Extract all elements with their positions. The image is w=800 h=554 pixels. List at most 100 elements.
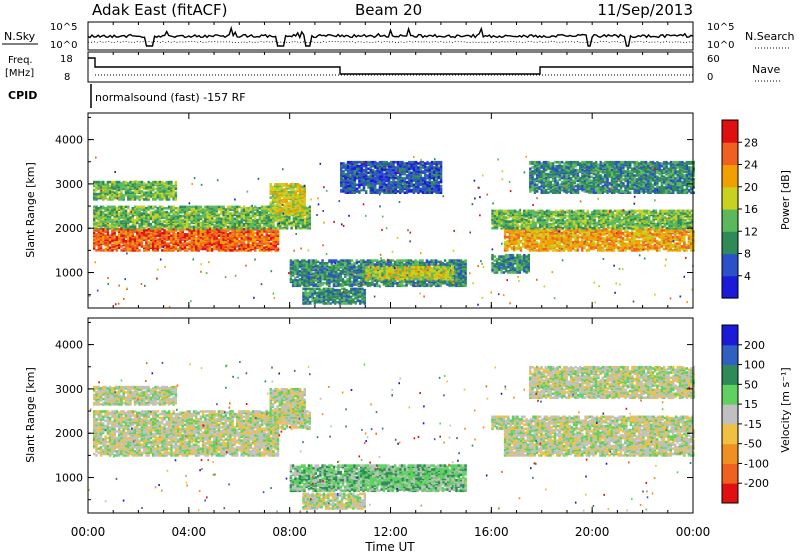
colorbar-tick-label: -15: [744, 418, 762, 431]
data-region: [503, 428, 695, 457]
colorbar-swatch: [722, 423, 738, 445]
velocity-colorbar: -200 -100 -50 -15 15 50 100 200: [721, 324, 769, 504]
x-tick-label: 00:00: [71, 525, 106, 539]
nsearch-tick-bottom: 10^0: [707, 40, 734, 51]
colorbar-swatch: [722, 404, 738, 425]
freq-series-line: [88, 57, 693, 75]
colorbar-swatch: [722, 325, 738, 346]
y-tick-label: 3000: [55, 383, 83, 396]
x-axis-label: Time UT: [364, 540, 415, 554]
time-x-axis: 00:00 04:00 08:00 12:00 16:00 20:00 00:00: [71, 22, 711, 539]
colorbar-tick-label: 28: [744, 136, 758, 149]
beam-title: Beam 20: [355, 1, 422, 19]
colorbar-swatch: [722, 344, 738, 366]
data-region: [93, 428, 280, 457]
colorbar-swatch: [722, 275, 738, 299]
nsky-tick-bottom: 10^0: [50, 40, 77, 51]
data-region: [302, 492, 366, 510]
x-tick-label: 08:00: [272, 525, 307, 539]
data-region: [491, 253, 530, 274]
data-region: [365, 468, 454, 486]
power-colorbar-label: Power [dB]: [779, 170, 792, 230]
nave-tick-bottom: 0: [707, 72, 713, 83]
power-data-cells: [88, 155, 695, 308]
power-y-label: Slant Range [km]: [24, 162, 37, 258]
freq-tick-bottom: 8: [64, 72, 70, 83]
data-region: [529, 160, 695, 194]
nave-label: Nave: [752, 63, 780, 76]
data-region: [491, 415, 694, 431]
colorbar-swatch: [722, 209, 738, 232]
colorbar-swatch: [722, 443, 738, 464]
station-title: Adak East (fitACF): [92, 1, 227, 19]
colorbar-swatch: [722, 231, 738, 255]
data-region: [93, 385, 178, 406]
data-region: [93, 227, 280, 252]
x-tick-label: 20:00: [575, 525, 610, 539]
colorbar-swatch: [722, 364, 738, 385]
colorbar-swatch: [722, 164, 738, 188]
nsearch-tick-top: 10^5: [707, 22, 734, 33]
y-tick-label: 4000: [55, 339, 83, 352]
velocity-data-cells: [88, 361, 695, 513]
velocity-colorbar-label: Velocity [m s⁻¹]: [779, 367, 792, 452]
velocity-y-label: Slant Range [km]: [24, 367, 37, 463]
freq-tick-top: 18: [60, 54, 73, 65]
colorbar-swatch: [722, 120, 738, 143]
colorbar-tick-label: -200: [744, 477, 769, 490]
data-region: [269, 183, 306, 217]
colorbar-tick-label: 8: [744, 248, 751, 261]
colorbar-tick-label: 24: [744, 159, 758, 172]
colorbar-swatch: [722, 463, 738, 484]
x-tick-label: 12:00: [373, 525, 408, 539]
power-colorbar: 4 8 12 16 20 24 28: [721, 119, 758, 299]
colorbar-tick-label: 15: [744, 398, 758, 411]
colorbar-tick-label: 4: [744, 270, 751, 283]
cpid-value: normalsound (fast) -157 RF: [95, 91, 246, 104]
nsky-label: N.Sky: [4, 30, 36, 43]
cpid-panel: CPID normalsound (fast) -157 RF: [8, 84, 246, 108]
colorbar-tick-label: 12: [744, 225, 758, 238]
colorbar-swatch: [722, 253, 738, 277]
power-panel: 1000 2000 3000 4000 Slant Range [km] 4 8 12 16…: [24, 112, 792, 309]
data-region: [529, 365, 695, 399]
data-region: [340, 160, 443, 194]
data-region: [491, 209, 694, 230]
scatter-noise: [88, 155, 694, 308]
velocity-y-axis: 1000 2000 3000 4000: [55, 321, 693, 501]
y-tick-label: 2000: [55, 427, 83, 440]
freq-panel: Freq. [MHz] 18 8 60 0 Nave: [5, 51, 780, 83]
freq-label-top: Freq.: [8, 55, 33, 66]
date-title: 11/Sep/2013: [597, 1, 693, 19]
nsearch-series-line: [87, 40, 694, 44]
freq-label-bottom: [MHz]: [5, 68, 34, 79]
cpid-label: CPID: [8, 89, 37, 102]
nave-tick-top: 60: [707, 54, 720, 65]
data-region: [269, 388, 306, 422]
x-tick-label: 16:00: [474, 525, 509, 539]
y-tick-label: 1000: [55, 267, 83, 280]
colorbar-swatch: [722, 142, 738, 166]
data-region: [503, 227, 695, 252]
colorbar-tick-label: -100: [744, 457, 769, 470]
colorbar-tick-label: 200: [744, 339, 765, 352]
data-region: [302, 287, 366, 305]
nsky-tick-top: 10^5: [50, 22, 77, 33]
nsearch-label: N.Search: [745, 30, 795, 43]
colorbar-tick-label: 100: [744, 359, 765, 372]
data-region: [93, 180, 178, 201]
nsky-series-line: [87, 25, 694, 47]
data-region: [93, 205, 311, 230]
colorbar-tick-label: 16: [744, 203, 758, 216]
colorbar-swatch: [722, 384, 738, 405]
y-tick-label: 1000: [55, 472, 83, 485]
y-tick-label: 3000: [55, 178, 83, 191]
colorbar-tick-label: 20: [744, 181, 758, 194]
x-tick-label: 00:00: [676, 525, 711, 539]
colorbar-swatch: [722, 186, 738, 210]
colorbar-tick-label: 50: [744, 378, 758, 391]
y-tick-label: 4000: [55, 134, 83, 147]
y-tick-label: 2000: [55, 222, 83, 235]
data-region: [365, 265, 454, 281]
